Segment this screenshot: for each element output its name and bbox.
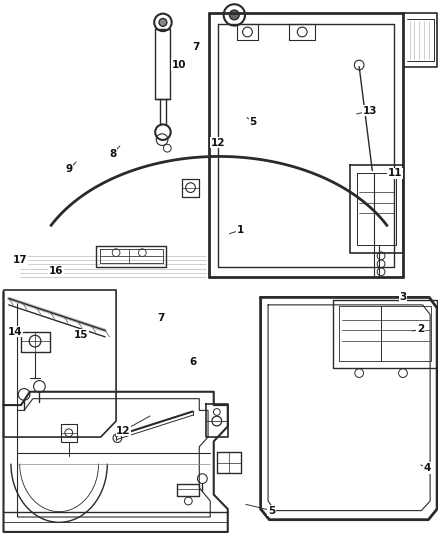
Text: 14: 14 <box>8 327 23 336</box>
Text: 13: 13 <box>363 106 378 116</box>
Text: 15: 15 <box>74 330 88 340</box>
Text: 8: 8 <box>110 149 117 158</box>
Text: 12: 12 <box>211 138 226 148</box>
Text: 10: 10 <box>171 60 186 70</box>
Text: 7: 7 <box>158 313 165 322</box>
Circle shape <box>230 10 239 20</box>
Text: 7: 7 <box>193 42 200 52</box>
Text: 4: 4 <box>424 463 431 473</box>
Text: 2: 2 <box>417 325 424 334</box>
Text: 17: 17 <box>12 255 27 265</box>
Text: 6: 6 <box>189 358 196 367</box>
Text: 1: 1 <box>237 225 244 235</box>
Circle shape <box>159 19 167 26</box>
Text: 5: 5 <box>268 506 275 515</box>
Text: 5: 5 <box>250 117 257 126</box>
Text: 3: 3 <box>399 293 406 302</box>
Text: 16: 16 <box>49 266 64 276</box>
Text: 11: 11 <box>388 168 403 178</box>
Text: 12: 12 <box>116 426 131 435</box>
Text: 9: 9 <box>66 165 73 174</box>
